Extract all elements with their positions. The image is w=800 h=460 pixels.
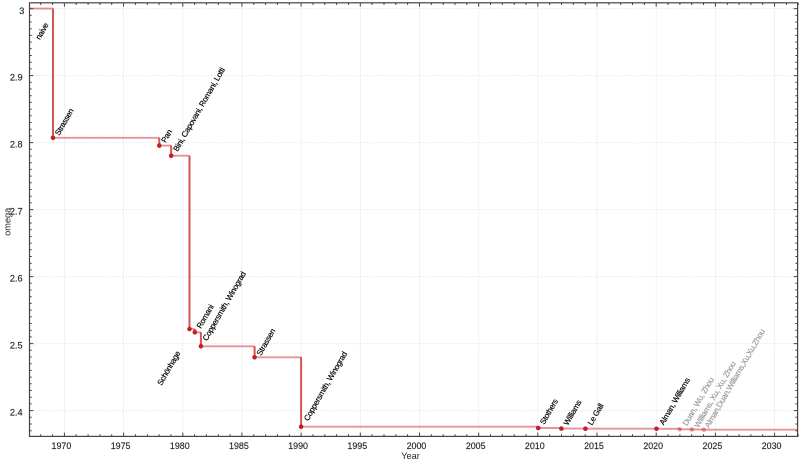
svg-text:omega: omega (3, 207, 13, 236)
svg-text:1990: 1990 (288, 441, 308, 451)
svg-text:2005: 2005 (466, 441, 486, 451)
svg-text:Year: Year (401, 451, 420, 460)
svg-text:2015: 2015 (584, 441, 604, 451)
svg-text:2.9: 2.9 (10, 73, 23, 83)
svg-text:1970: 1970 (52, 441, 72, 451)
svg-text:3: 3 (19, 6, 24, 16)
svg-text:1975: 1975 (111, 441, 131, 451)
svg-text:2020: 2020 (643, 441, 663, 451)
svg-text:1995: 1995 (347, 441, 367, 451)
svg-text:1985: 1985 (229, 441, 249, 451)
svg-text:2.5: 2.5 (10, 341, 23, 351)
svg-text:2025: 2025 (703, 441, 723, 451)
svg-text:2.4: 2.4 (10, 408, 23, 418)
svg-text:1980: 1980 (170, 441, 190, 451)
svg-text:2030: 2030 (762, 441, 782, 451)
svg-text:2.8: 2.8 (10, 140, 23, 150)
svg-text:2.7: 2.7 (10, 207, 23, 217)
svg-text:2.6: 2.6 (10, 274, 23, 284)
svg-text:2000: 2000 (407, 441, 427, 451)
svg-text:2010: 2010 (525, 441, 545, 451)
